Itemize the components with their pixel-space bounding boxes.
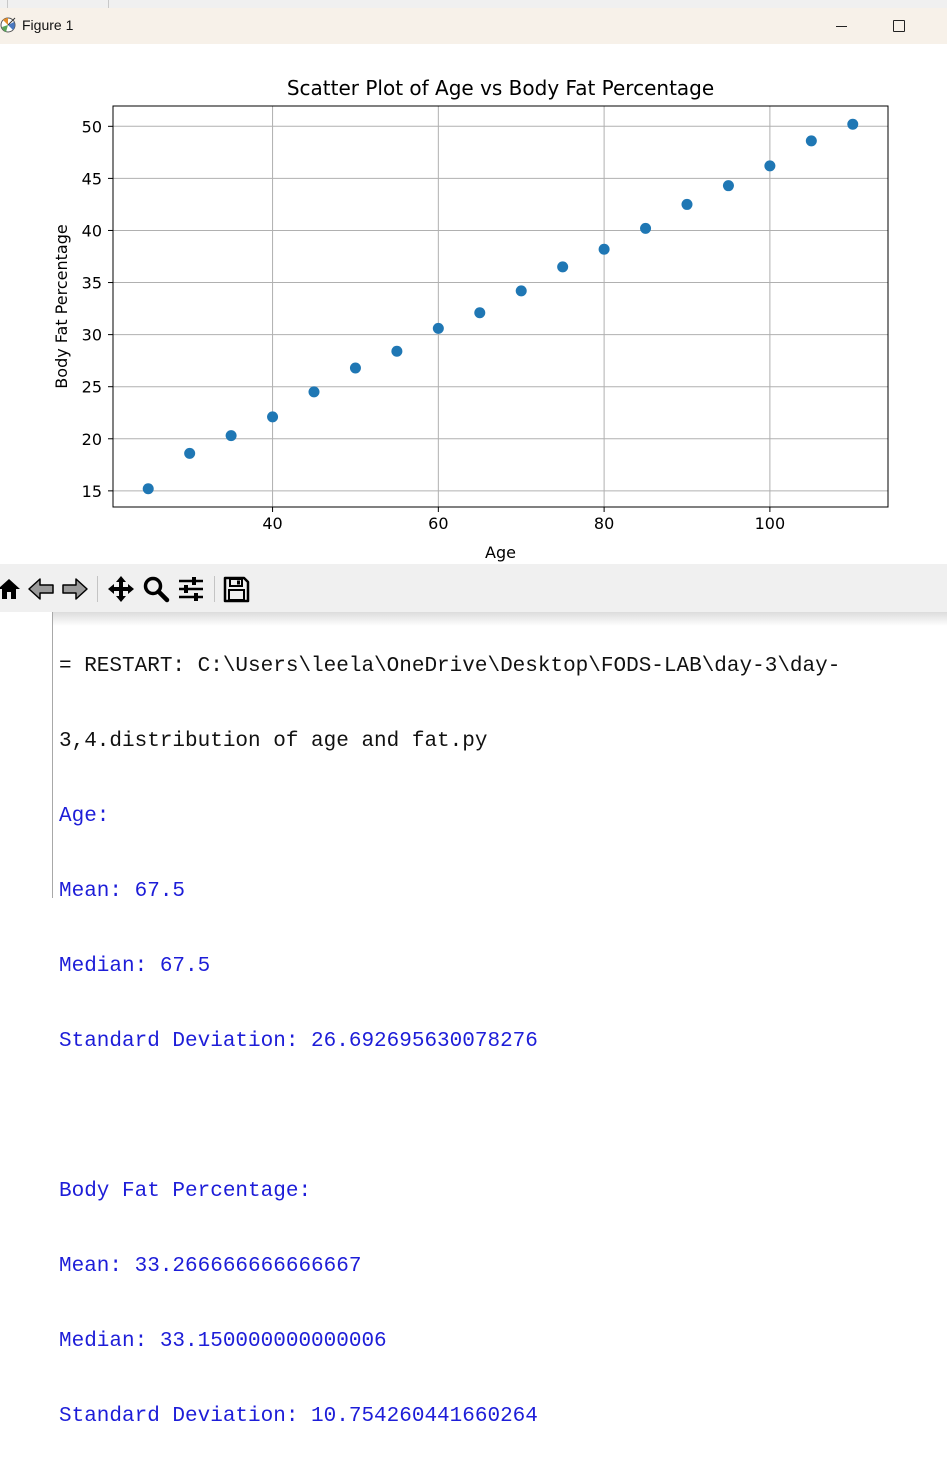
- figure-toolbar: [0, 564, 947, 612]
- plot-frame: [112, 105, 889, 508]
- back-icon: [28, 578, 54, 600]
- pan-icon: [108, 576, 134, 602]
- window-titlebar[interactable]: Figure 1: [0, 8, 947, 44]
- x-tick-label: 100: [755, 514, 786, 533]
- shell-line: Median: 33.150000000000006: [59, 1330, 387, 1353]
- scatter-point: [267, 411, 279, 423]
- figure-canvas[interactable]: 40 60 80 100 15 20 25 30 35 40 45 50 Scatter Plot o…: [0, 44, 947, 564]
- home-button[interactable]: [0, 574, 24, 604]
- zoom-icon: [143, 576, 170, 603]
- shell-line: Age:: [59, 805, 110, 828]
- scatter-point: [515, 285, 527, 297]
- save-button[interactable]: [221, 574, 251, 604]
- scatter-point: [391, 345, 403, 357]
- scatter-point: [805, 135, 817, 147]
- matplotlib-figure-icon: [0, 17, 16, 33]
- scatter-chart: 40 60 80 100 15 20 25 30 35 40 45 50 Scatter Plot o…: [52, 76, 889, 562]
- shell-line: 3,4.distribution of age and fat.py: [59, 730, 488, 753]
- home-icon: [0, 579, 20, 599]
- x-tick-label: 40: [262, 514, 282, 533]
- y-tick-label: 15: [82, 482, 102, 501]
- scatter-point: [640, 222, 652, 234]
- y-tick-label: 35: [82, 274, 102, 293]
- shell-line: Mean: 33.266666666666667: [59, 1255, 362, 1278]
- scatter-point: [764, 160, 776, 172]
- back-button[interactable]: [26, 574, 56, 604]
- scatter-point: [142, 483, 154, 495]
- y-tick-label: 45: [82, 169, 102, 188]
- configure-subplots-icon: [179, 577, 203, 601]
- y-axis-label: Body Fat Percentage: [52, 224, 71, 388]
- toolbar-separator: [214, 576, 215, 602]
- pan-button[interactable]: [106, 574, 136, 604]
- minimize-button[interactable]: [818, 8, 864, 44]
- y-tick-label: 20: [82, 430, 102, 449]
- zoom-button[interactable]: [141, 574, 171, 604]
- shell-line: = RESTART: C:\Users\leela\OneDrive\Deskt…: [59, 655, 841, 678]
- shell-line: Standard Deviation: 10.754260441660264: [59, 1405, 538, 1428]
- scatter-point: [681, 198, 693, 210]
- shell-text[interactable]: = RESTART: C:\Users\leela\OneDrive\Deskt…: [59, 604, 840, 1479]
- scatter-point: [349, 362, 361, 374]
- scatter-point: [184, 447, 196, 459]
- chart-title: Scatter Plot of Age vs Body Fat Percenta…: [287, 76, 714, 100]
- scatter-point: [225, 430, 237, 442]
- y-tick-label: 40: [82, 221, 102, 240]
- window-title: Figure 1: [22, 17, 74, 33]
- save-icon: [223, 576, 250, 603]
- x-tick-label: 60: [428, 514, 448, 533]
- shell-gutter: [0, 612, 53, 898]
- configure-subplots-button[interactable]: [176, 574, 206, 604]
- scatter-point: [557, 261, 569, 273]
- forward-button[interactable]: [60, 574, 90, 604]
- scatter-point: [432, 322, 444, 334]
- y-tick-label: 50: [82, 117, 102, 136]
- forward-icon: [62, 578, 88, 600]
- shell-line: [59, 1104, 840, 1129]
- y-tick-label: 25: [82, 378, 102, 397]
- scatter-point: [474, 307, 486, 319]
- shell-line: Body Fat Percentage:: [59, 1180, 312, 1203]
- toolbar-separator: [97, 576, 98, 602]
- scatter-point: [847, 118, 859, 130]
- maximize-button[interactable]: [876, 8, 922, 44]
- shell-line: Median: 67.5: [59, 955, 211, 978]
- x-axis-label: Age: [485, 543, 516, 562]
- y-tick-label: 30: [82, 326, 102, 345]
- python-shell-output[interactable]: = RESTART: C:\Users\leela\OneDrive\Deskt…: [0, 612, 947, 1428]
- scatter-point: [308, 386, 320, 398]
- shell-line: Mean: 67.5: [59, 880, 186, 903]
- scatter-point: [722, 180, 734, 192]
- minimize-icon: [835, 25, 847, 27]
- shell-line: Standard Deviation: 26.692695630078276: [59, 1030, 538, 1053]
- maximize-icon: [893, 20, 905, 32]
- x-tick-label: 80: [594, 514, 614, 533]
- scatter-point: [598, 243, 610, 255]
- shell-top-shadow: [53, 612, 947, 626]
